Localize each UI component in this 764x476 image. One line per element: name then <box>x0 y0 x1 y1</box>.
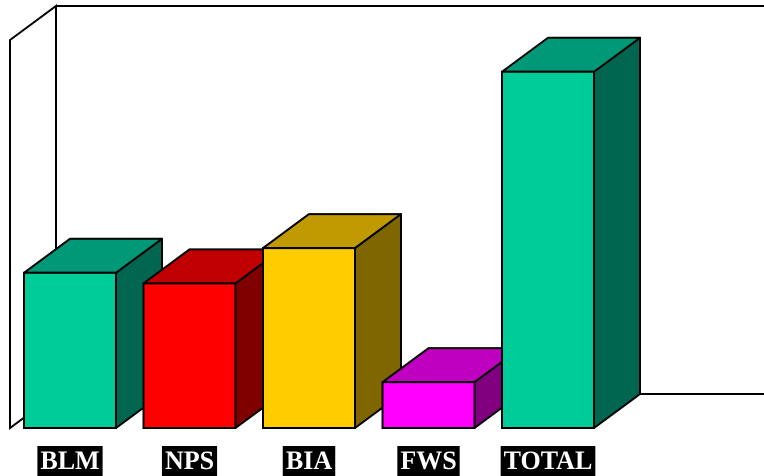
category-label-bg-total <box>500 446 596 476</box>
category-label-bg-nps <box>161 446 218 476</box>
bar-front-nps <box>142 282 237 429</box>
category-label-bia: BIA <box>282 446 336 476</box>
bar-front-fws <box>381 381 476 429</box>
category-label-fws: FWS <box>397 446 460 476</box>
bar-bia <box>262 213 402 429</box>
category-label-text-total: TOTAL <box>504 446 593 475</box>
category-label-bg-fws <box>397 446 460 476</box>
bar-total <box>501 36 641 429</box>
category-label-total: TOTAL <box>500 446 596 476</box>
bar-front-total <box>501 70 595 429</box>
category-labels-group: BLM NPS BIA FWS TOTAL <box>37 446 596 476</box>
category-label-text-bia: BIA <box>286 446 332 475</box>
category-label-text-fws: FWS <box>400 446 456 475</box>
bar-side-total <box>593 36 641 429</box>
category-label-nps: NPS <box>161 446 218 476</box>
category-label-blm: BLM <box>37 446 103 476</box>
category-label-text-nps: NPS <box>165 446 214 475</box>
bar-front-blm <box>23 271 117 429</box>
category-label-bg-bia <box>282 446 336 476</box>
category-label-bg-blm <box>37 446 103 476</box>
category-label-text-blm: BLM <box>40 446 99 475</box>
bar-nps <box>142 248 283 429</box>
bar-front-bia <box>262 247 356 429</box>
bars-group <box>23 36 641 429</box>
bar-blm <box>23 237 163 429</box>
